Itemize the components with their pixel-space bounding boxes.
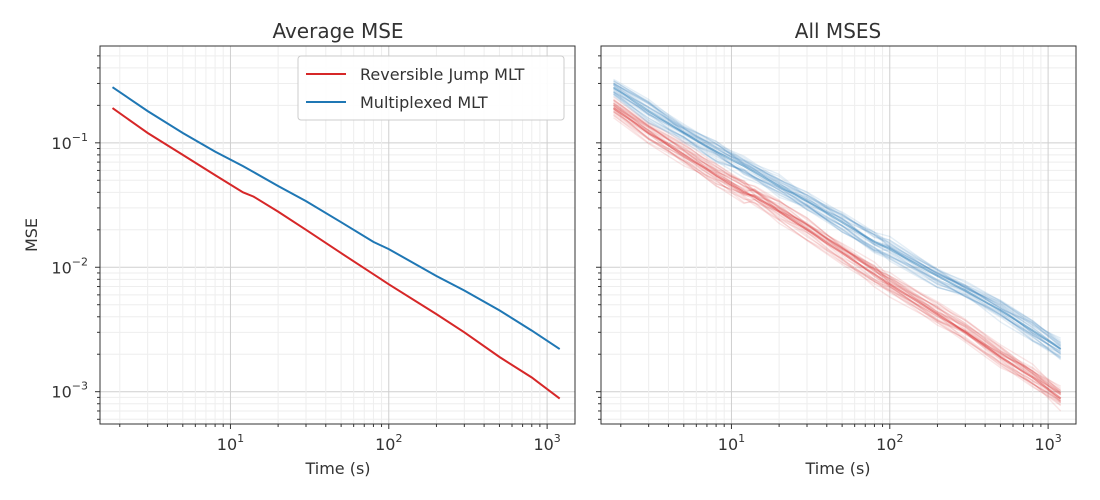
x-tick-label: 103 (1034, 432, 1061, 454)
series-line-run (613, 105, 1062, 394)
plot-frame (600, 45, 1077, 425)
plot-frame (99, 45, 576, 425)
series-line-run (613, 87, 1062, 350)
series-line-run (613, 88, 1062, 353)
series-line-run (613, 91, 1062, 353)
series-line-run (613, 110, 1062, 401)
legend-box (297, 55, 565, 121)
x-tick-label: 102 (375, 432, 402, 454)
series-line-run (613, 84, 1062, 350)
series-line-run (613, 82, 1062, 349)
x-tick-label: 102 (876, 432, 903, 454)
series-line-run (613, 90, 1062, 352)
series-line-run (613, 93, 1062, 355)
series-line-run (613, 80, 1062, 343)
series-line-run (613, 83, 1062, 348)
series-line-run (613, 102, 1062, 399)
panel-all-mses: All MSES 101 102 103 Time (s) (596, 19, 1077, 478)
series-line-run (613, 98, 1062, 389)
series-line-run (613, 112, 1062, 404)
series-line-mean (612, 86, 1062, 350)
series-line-run (613, 102, 1062, 396)
series-line-run (613, 84, 1062, 349)
x-tick-label: 101 (217, 432, 244, 454)
series-line-run (613, 83, 1062, 341)
series-line-run (613, 82, 1062, 346)
series-line-run (613, 108, 1062, 402)
series-line-run (613, 114, 1062, 412)
series-line-run (613, 117, 1062, 406)
y-axis-label: MSE (22, 218, 41, 252)
series-line-run (613, 104, 1062, 394)
chart-title: All MSES (795, 19, 881, 43)
series-line-run (613, 99, 1062, 392)
y-tick-label: 10−2 (51, 255, 88, 277)
series-line (111, 107, 561, 400)
series-line-run (613, 104, 1062, 395)
plot-lines (111, 86, 561, 400)
series-line-run (613, 102, 1062, 391)
series-line-run (613, 100, 1062, 392)
x-tick-label: 103 (533, 432, 560, 454)
plot-lines (612, 78, 1062, 412)
series-line-run (613, 104, 1062, 394)
series-line-run (613, 91, 1062, 359)
series-line-run (613, 96, 1062, 387)
series-line-run (613, 80, 1062, 344)
series-line-run (613, 103, 1062, 394)
series-line-run (613, 83, 1062, 347)
x-axis-label: Time (s) (304, 459, 370, 478)
series-line-run (613, 95, 1062, 357)
series-line-run (613, 106, 1062, 403)
panel-average-mse: Average MSE 101 102 103 10−3 10−2 10−1 Time (… (22, 19, 576, 478)
series-line-run (613, 92, 1061, 354)
series-line-run (613, 90, 1062, 358)
ticks: 101 102 103 10−3 10−2 10−1 (51, 55, 561, 454)
y-tick-label: 10−3 (51, 380, 88, 402)
series-line-run (613, 84, 1062, 351)
series-line-run (613, 108, 1062, 400)
series-line-run (613, 94, 1062, 359)
series-line-run (613, 93, 1062, 361)
series-line (111, 86, 561, 350)
series-line-run (613, 93, 1062, 358)
legend-entry-multiplexed: Multiplexed MLT (360, 93, 488, 112)
series-line-run (613, 109, 1062, 403)
series-line-run (613, 82, 1062, 346)
series-line-run (613, 115, 1062, 404)
grid (601, 46, 1076, 424)
series-line-run (613, 99, 1062, 394)
x-axis-label: Time (s) (804, 459, 870, 478)
series-line-run (613, 104, 1062, 402)
x-tick-label: 101 (718, 432, 745, 454)
legend-entry-reversible-jump: Reversible Jump MLT (360, 65, 525, 84)
series-line-run (613, 78, 1062, 339)
series-line-run (613, 111, 1062, 402)
series-line-run (613, 99, 1062, 396)
series-line-run (613, 90, 1062, 356)
y-tick-label: 10−1 (51, 131, 88, 153)
ticks: 101 102 103 (596, 55, 1062, 454)
series-line-run (613, 88, 1062, 347)
series-line-run (613, 104, 1062, 395)
series-line-run (613, 87, 1062, 355)
series-line-run (613, 89, 1062, 354)
series-line-run (613, 110, 1062, 404)
series-line-run (613, 108, 1061, 395)
series-line-run (613, 82, 1062, 344)
series-line-run (613, 105, 1062, 393)
series-line-run (613, 111, 1062, 407)
series-line-mean (612, 107, 1062, 400)
legend: Reversible Jump MLT Multiplexed MLT (297, 55, 565, 121)
series-line-run (613, 80, 1062, 345)
chart-title: Average MSE (272, 19, 403, 43)
